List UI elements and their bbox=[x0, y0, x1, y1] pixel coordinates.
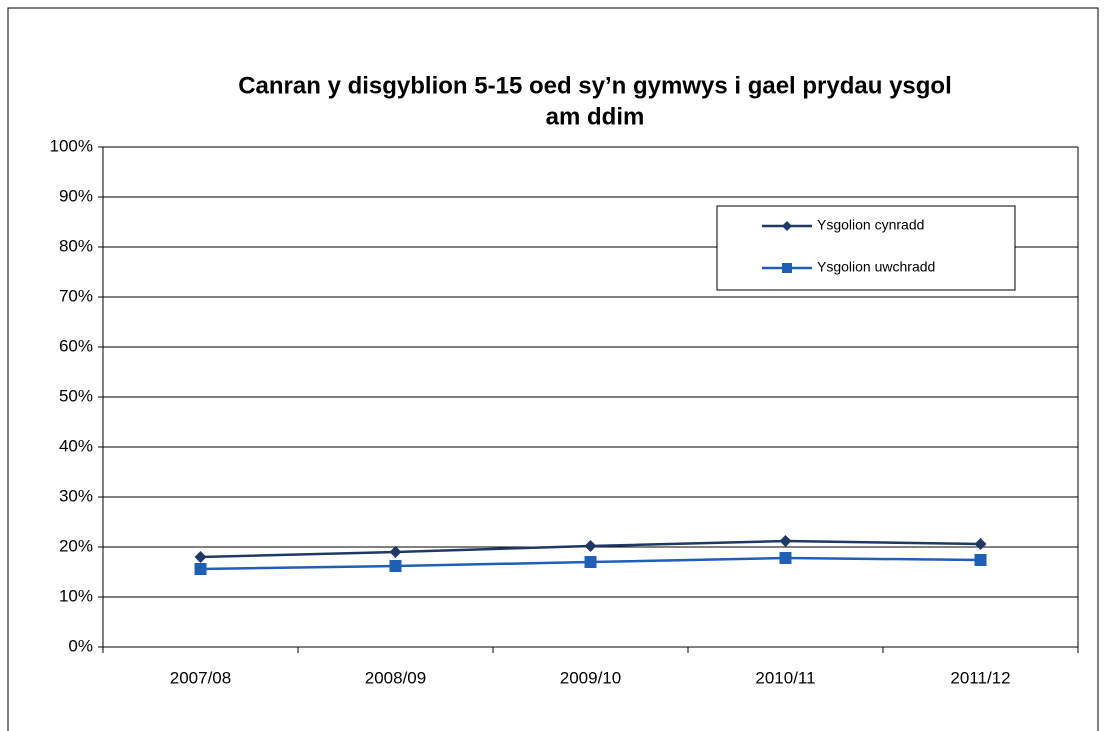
data-point bbox=[974, 554, 987, 566]
y-tick-label: 0% bbox=[68, 636, 93, 655]
legend-marker bbox=[782, 263, 792, 273]
y-tick-label: 30% bbox=[59, 486, 93, 505]
y-tick-label: 50% bbox=[59, 386, 93, 405]
y-tick-label: 60% bbox=[59, 336, 93, 355]
legend-marker bbox=[782, 221, 792, 231]
data-point bbox=[194, 563, 207, 575]
x-tick-label: 2007/08 bbox=[170, 668, 231, 687]
y-tick-label: 80% bbox=[59, 236, 93, 255]
chart-frame bbox=[7, 7, 1099, 731]
data-point bbox=[584, 556, 597, 568]
y-tick-label: 100% bbox=[50, 136, 93, 155]
x-tick-label: 2008/09 bbox=[365, 668, 426, 687]
y-tick-label: 90% bbox=[59, 186, 93, 205]
x-tick-label: 2009/10 bbox=[560, 668, 621, 687]
data-point bbox=[584, 540, 597, 552]
data-point bbox=[194, 551, 207, 563]
x-tick-label: 2011/12 bbox=[950, 668, 1010, 687]
data-point bbox=[974, 538, 987, 550]
data-point bbox=[779, 552, 792, 564]
legend-label: Ysgolion uwchradd bbox=[817, 259, 935, 275]
legend-box bbox=[716, 205, 1016, 291]
data-point bbox=[389, 546, 402, 558]
data-point bbox=[389, 560, 402, 572]
y-tick-label: 70% bbox=[59, 286, 93, 305]
chart-title: Canran y disgyblion 5-15 oed sy’n gymwys… bbox=[238, 72, 952, 99]
data-point bbox=[779, 535, 792, 547]
y-tick-label: 40% bbox=[59, 436, 93, 455]
legend-label: Ysgolion cynradd bbox=[817, 217, 924, 233]
chart-title: am ddim bbox=[546, 103, 645, 130]
x-tick-label: 2010/11 bbox=[755, 668, 815, 687]
y-tick-label: 10% bbox=[59, 586, 93, 605]
y-tick-label: 20% bbox=[59, 536, 93, 555]
